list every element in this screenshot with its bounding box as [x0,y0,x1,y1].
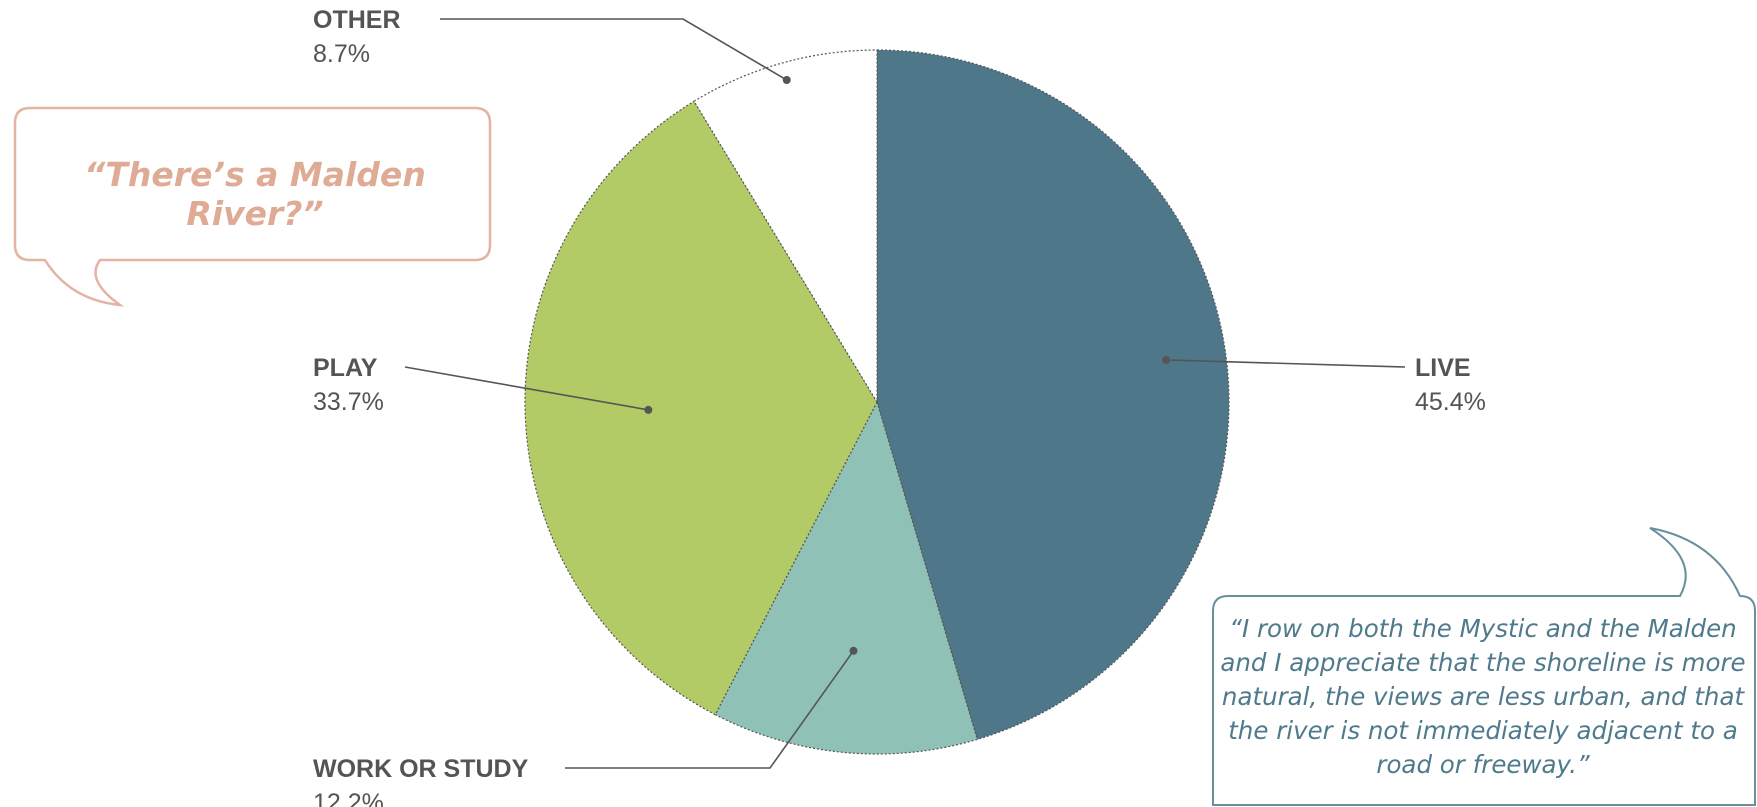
speech-bubble-left [13,106,492,307]
quote-malden-river: “There’s a Malden River?” [84,155,426,233]
slice-label: WORK OR STUDY [313,755,529,783]
speech-bubble-right [1212,527,1756,806]
leader-line [565,650,855,769]
slice-value-label: 45.4% [1415,388,1486,416]
slice-value-label: 33.7% [313,388,384,416]
slice-labels: LIVE 45.4% WORK OR STUDY 12.2% PLAY 33.7% OTHE… [313,6,1486,807]
pie-slices [524,49,1230,755]
quote-rower: “I row on both the Mystic and the Malden… [1220,614,1746,779]
slice-label: PLAY [313,354,378,382]
pie-slice-live [876,49,1230,741]
leader-line [404,366,649,411]
leader-dot [1162,355,1171,364]
slice-value-label: 8.7% [313,40,370,68]
leader-dot [849,646,858,655]
pie-slice-play [524,100,878,716]
pie-slice-work-or-study [714,400,979,755]
leader-lines [404,18,1406,769]
leader-line [1166,359,1406,368]
speech-bubbles [13,106,1756,806]
pie-slice-other [693,49,878,405]
slice-label: LIVE [1415,354,1471,382]
slice-label: OTHER [313,6,401,34]
leader-line [440,18,788,81]
slice-value-label: 12.2% [313,789,384,807]
leader-dot [782,76,791,85]
leader-dot [644,405,653,414]
